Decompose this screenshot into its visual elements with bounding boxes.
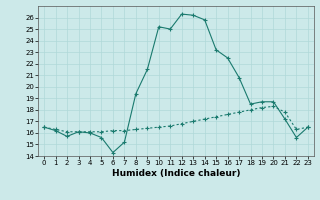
X-axis label: Humidex (Indice chaleur): Humidex (Indice chaleur) bbox=[112, 169, 240, 178]
